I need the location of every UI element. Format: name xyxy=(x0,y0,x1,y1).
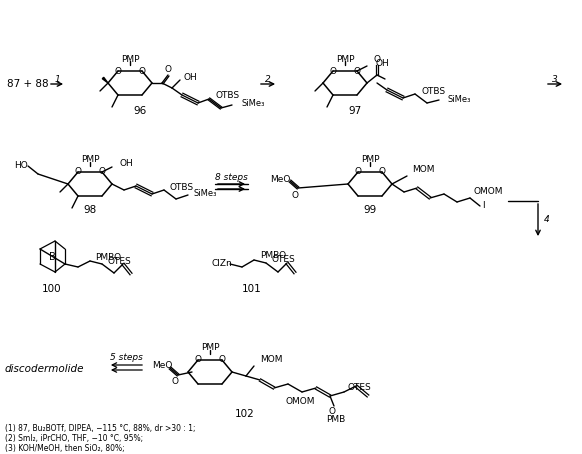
Text: 102: 102 xyxy=(235,409,255,419)
Text: OTES: OTES xyxy=(108,257,132,266)
Text: I: I xyxy=(482,202,485,211)
Text: PMP: PMP xyxy=(81,156,100,164)
Text: 99: 99 xyxy=(363,205,377,215)
Text: O: O xyxy=(139,66,146,75)
Text: SiMe₃: SiMe₃ xyxy=(447,94,470,104)
Text: OMOM: OMOM xyxy=(474,188,503,197)
Text: B: B xyxy=(49,252,55,262)
Text: O: O xyxy=(218,355,225,365)
Text: O: O xyxy=(328,408,335,416)
Text: O: O xyxy=(74,168,81,177)
Text: 5 steps: 5 steps xyxy=(109,354,143,362)
Text: 97: 97 xyxy=(349,106,361,116)
Text: OTBS: OTBS xyxy=(170,183,194,192)
Polygon shape xyxy=(102,77,108,83)
Text: 98: 98 xyxy=(83,205,97,215)
Text: 4: 4 xyxy=(544,216,550,224)
Text: OH: OH xyxy=(120,159,134,168)
Text: O: O xyxy=(172,376,179,385)
Text: OTBS: OTBS xyxy=(216,90,240,99)
Text: SiMe₃: SiMe₃ xyxy=(194,188,217,197)
Text: 2: 2 xyxy=(265,75,271,84)
Text: O: O xyxy=(353,66,360,75)
Text: O: O xyxy=(354,168,361,177)
Text: OH: OH xyxy=(375,59,389,68)
Text: 3: 3 xyxy=(552,75,558,84)
Text: O: O xyxy=(115,66,122,75)
Text: O: O xyxy=(98,168,105,177)
Text: O: O xyxy=(378,168,385,177)
Text: 101: 101 xyxy=(242,284,262,294)
Text: 87 + 88: 87 + 88 xyxy=(7,79,49,89)
Text: O: O xyxy=(165,65,172,74)
Text: O: O xyxy=(194,355,201,365)
Text: MeO: MeO xyxy=(270,174,290,183)
Text: 100: 100 xyxy=(42,284,62,294)
Text: PMP: PMP xyxy=(336,54,354,64)
Text: OTBS: OTBS xyxy=(422,87,446,95)
Text: PMBO: PMBO xyxy=(260,252,286,261)
Text: discodermolide: discodermolide xyxy=(5,364,84,374)
Text: O: O xyxy=(292,192,299,201)
Text: PMP: PMP xyxy=(120,54,139,64)
Text: PMB: PMB xyxy=(327,415,346,424)
Text: PMP: PMP xyxy=(201,344,219,352)
Text: OTES: OTES xyxy=(348,383,372,391)
Text: 1: 1 xyxy=(54,75,60,84)
Text: MOM: MOM xyxy=(260,355,282,365)
Text: 96: 96 xyxy=(133,106,147,116)
Text: OMOM: OMOM xyxy=(285,398,315,406)
Text: HO: HO xyxy=(14,162,28,171)
Text: (3) KOH/MeOH, then SiO₂, 80%;: (3) KOH/MeOH, then SiO₂, 80%; xyxy=(5,444,125,453)
Text: O: O xyxy=(374,54,381,64)
Text: OH: OH xyxy=(184,73,198,82)
Text: (2) SmI₂, iPrCHO, THF, −10 °C, 95%;: (2) SmI₂, iPrCHO, THF, −10 °C, 95%; xyxy=(5,434,143,443)
Text: O: O xyxy=(329,66,336,75)
Text: MOM: MOM xyxy=(412,166,435,174)
Text: SiMe₃: SiMe₃ xyxy=(241,99,264,108)
Text: PMP: PMP xyxy=(361,156,379,164)
Text: ClZn: ClZn xyxy=(212,260,233,268)
Text: PMBO: PMBO xyxy=(95,252,121,262)
Text: (1) 87, Bu₂BOTf, DIPEA, −115 °C, 88%, dr >30 : 1;: (1) 87, Bu₂BOTf, DIPEA, −115 °C, 88%, dr… xyxy=(5,424,196,433)
Text: MeO: MeO xyxy=(152,361,172,370)
Text: 8 steps: 8 steps xyxy=(215,173,247,182)
Text: OTES: OTES xyxy=(272,256,296,265)
